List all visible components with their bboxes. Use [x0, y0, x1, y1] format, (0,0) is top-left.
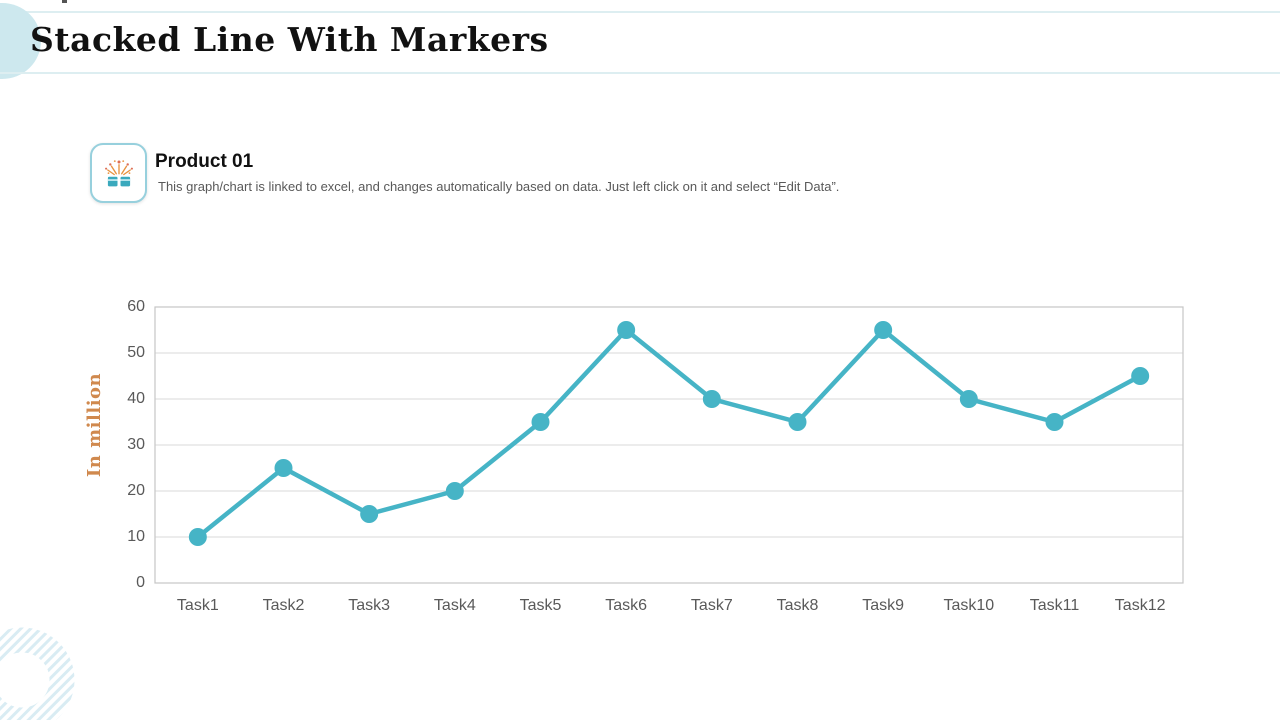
y-axis-tick-label: 40 — [127, 390, 145, 407]
y-axis-tick-label: 10 — [127, 528, 145, 545]
y-axis-tick-label: 20 — [127, 482, 145, 499]
gift-box-confetti-icon — [90, 143, 147, 203]
x-axis-tick-label: Task9 — [862, 597, 905, 614]
product-description: This graph/chart is linked to excel, and… — [158, 179, 840, 194]
x-axis-tick-label: Task11 — [1029, 597, 1080, 614]
gift-box-confetti-glyph — [104, 160, 133, 187]
x-axis-tick-label: Task2 — [262, 597, 305, 614]
page-title: Stacked Line With Markers — [30, 20, 549, 59]
x-axis-tick-label: Task3 — [348, 597, 391, 614]
x-axis-tick-label: Task5 — [519, 597, 562, 614]
y-axis-tick-label: 60 — [127, 298, 145, 315]
x-axis-tick-label: Task7 — [690, 597, 733, 614]
x-axis-tick-label: Task8 — [776, 597, 819, 614]
header-top-line — [0, 11, 1280, 13]
x-axis-tick-label: Task10 — [943, 597, 995, 614]
header-bottom-line — [0, 72, 1280, 74]
x-axis-tick-label: Task1 — [176, 597, 219, 614]
y-axis-tick-label: 50 — [127, 344, 145, 361]
chart-plot-area[interactable] — [155, 307, 1183, 583]
top-edge-artifact — [62, 0, 67, 3]
y-axis-tick-label: 0 — [136, 574, 145, 591]
y-axis-title: In million — [84, 372, 105, 478]
hatched-ring-decoration — [0, 627, 75, 720]
x-axis-tick-label: Task12 — [1114, 597, 1166, 614]
x-axis-tick-label: Task4 — [433, 597, 476, 614]
y-axis-tick-label: 30 — [127, 436, 145, 453]
x-axis-tick-label: Task6 — [605, 597, 648, 614]
product-name: Product 01 — [155, 151, 254, 172]
